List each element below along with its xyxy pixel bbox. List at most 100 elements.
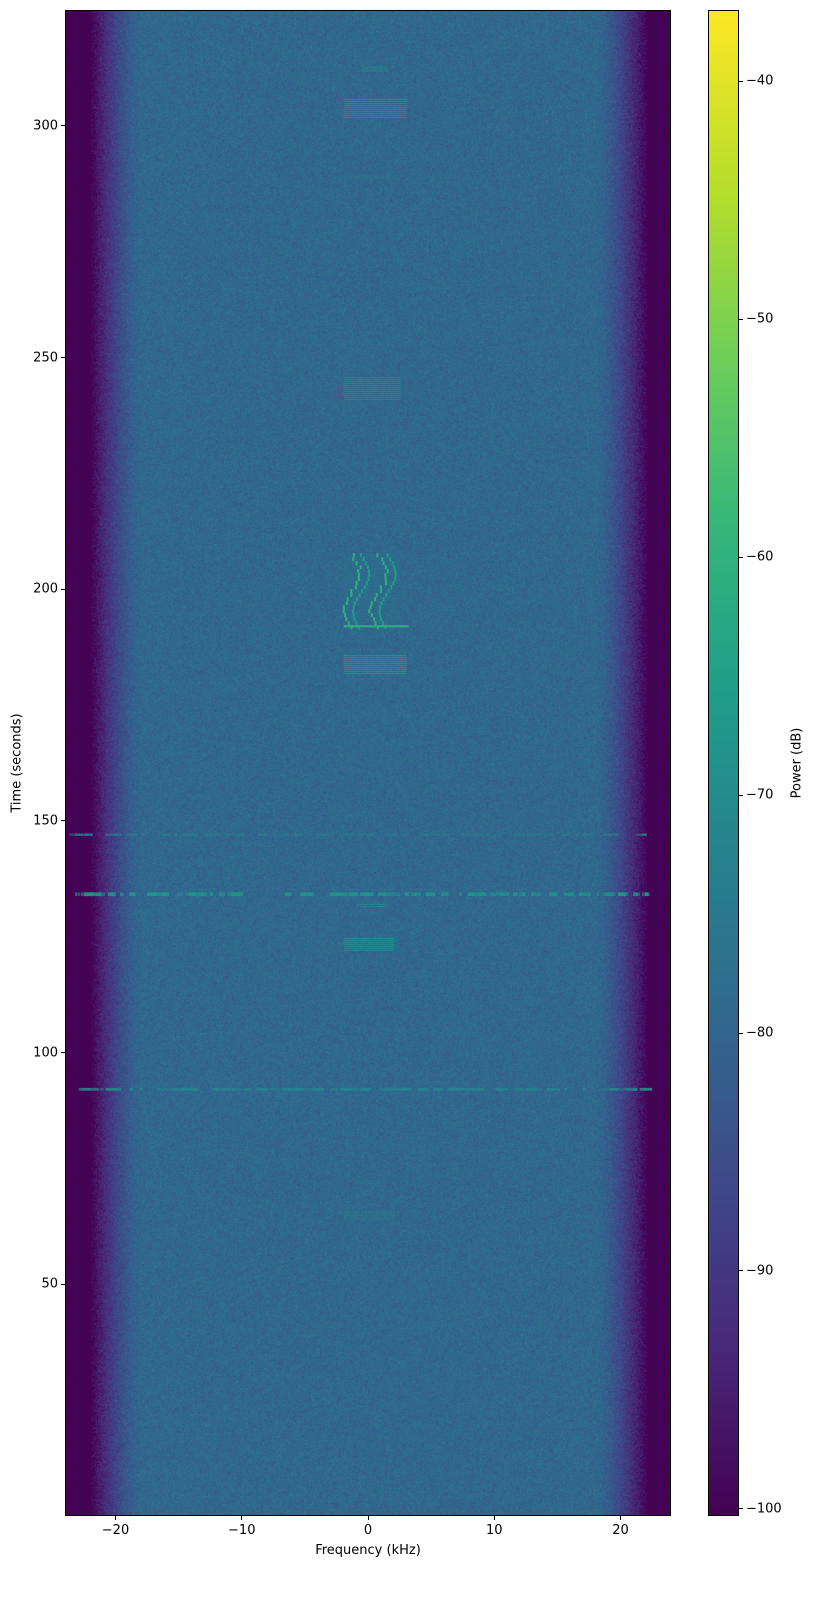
feature-segment: [619, 1088, 625, 1091]
feature-tone-lines-8: [356, 904, 388, 907]
colorbar-tick-mark: [739, 319, 743, 320]
feature-segment: [621, 892, 628, 896]
feature-segment: [344, 657, 407, 658]
feature-segment: [344, 389, 401, 390]
feature-segment: [381, 557, 383, 561]
feature-segment: [583, 1088, 586, 1091]
feature-segment: [356, 1181, 381, 1182]
feature-segment: [380, 589, 382, 593]
feature-segment: [394, 577, 396, 581]
feature-segment: [78, 892, 80, 896]
feature-segment: [237, 892, 243, 896]
feature-segment: [344, 950, 395, 951]
feature-segment: [201, 892, 205, 896]
feature-segment: [344, 661, 407, 662]
feature-segment: [576, 834, 579, 836]
colorbar-tick-label: −100: [746, 1501, 782, 1516]
feature-segment: [344, 606, 401, 607]
colorbar-tick-label: −50: [746, 312, 773, 327]
feature-segment: [389, 557, 391, 561]
feature-segment: [520, 1088, 524, 1091]
colorbar-tick-mark: [739, 795, 743, 796]
feature-segment: [265, 1088, 272, 1091]
feature-segment: [582, 834, 585, 836]
feature-segment: [166, 1088, 168, 1091]
feature-segment: [343, 605, 345, 609]
feature-segment: [344, 591, 401, 592]
feature-segment: [642, 834, 647, 836]
feature-segment: [357, 569, 359, 573]
feature-segment: [348, 621, 350, 625]
feature-segment: [219, 892, 225, 896]
feature-segment: [344, 109, 407, 110]
feature-segment: [457, 1088, 466, 1091]
x-axis-label: Frequency (kHz): [315, 1543, 421, 1558]
feature-segment: [165, 892, 169, 896]
feature-segment: [344, 600, 401, 601]
feature-segment: [343, 609, 345, 613]
feature-segment: [150, 892, 154, 896]
feature-segment: [319, 1088, 325, 1091]
feature-segment: [360, 834, 364, 836]
feature-segment: [480, 892, 487, 896]
feature-segment: [344, 1211, 395, 1212]
feature-segment: [223, 1088, 232, 1091]
feature-segment: [344, 940, 395, 941]
feature-segment: [645, 892, 648, 896]
spectrogram-plot-area: [65, 10, 671, 1516]
feature-segment: [344, 583, 401, 584]
feature-segment: [309, 892, 314, 896]
feature-segment: [344, 383, 401, 384]
x-tick-label: 0: [364, 1523, 372, 1538]
feature-chirp-pattern-4: [343, 553, 409, 629]
x-tick-label: 20: [612, 1523, 629, 1538]
feature-segment: [379, 609, 381, 613]
feature-segment: [264, 834, 267, 836]
feature-segment: [344, 395, 401, 396]
feature-segment: [531, 892, 534, 896]
feature-segment: [477, 834, 480, 836]
feature-segment: [513, 892, 518, 896]
feature-tone-lines-2: [344, 176, 395, 179]
colorbar-tick-mark: [739, 1270, 743, 1271]
feature-segment: [383, 561, 385, 565]
feature-segment: [352, 557, 354, 561]
feature-segment: [376, 593, 378, 597]
feature-segment: [344, 577, 401, 578]
feature-segment: [344, 107, 407, 108]
feature-segment: [84, 834, 93, 836]
feature-segment: [352, 613, 354, 617]
feature-segment: [183, 834, 189, 836]
feature-segment: [344, 387, 401, 388]
feature-segment: [85, 1088, 91, 1091]
feature-segment: [371, 601, 373, 605]
feature-segment: [344, 624, 401, 625]
feature-segment: [643, 1088, 653, 1091]
feature-tone-lines-9: [344, 938, 395, 951]
feature-segment: [130, 1088, 133, 1091]
feature-segment: [426, 834, 431, 836]
feature-broadband-10: [79, 1088, 653, 1091]
feature-segment: [498, 834, 502, 836]
feature-segment: [365, 561, 367, 565]
y-tick-label: 250: [33, 350, 58, 365]
colorbar-tick-mark: [739, 81, 743, 82]
feature-segment: [394, 569, 396, 573]
feature-broadband-6: [69, 834, 647, 836]
y-tick-mark: [61, 1052, 65, 1053]
feature-segment: [392, 581, 394, 585]
feature-segment: [240, 834, 245, 836]
feature-segment: [354, 892, 357, 896]
feature-segment: [468, 834, 473, 836]
feature-segment: [344, 397, 401, 398]
feature-tone-lines-11: [356, 1181, 381, 1184]
feature-segment: [363, 67, 388, 68]
y-axis-label: Time (seconds): [10, 713, 25, 812]
feature-segment: [345, 617, 347, 621]
feature-segment: [344, 607, 401, 608]
feature-segment: [344, 589, 401, 590]
feature-segment: [424, 1088, 427, 1091]
feature-segment: [382, 621, 384, 625]
feature-segment: [344, 101, 407, 102]
feature-segment: [358, 577, 360, 581]
